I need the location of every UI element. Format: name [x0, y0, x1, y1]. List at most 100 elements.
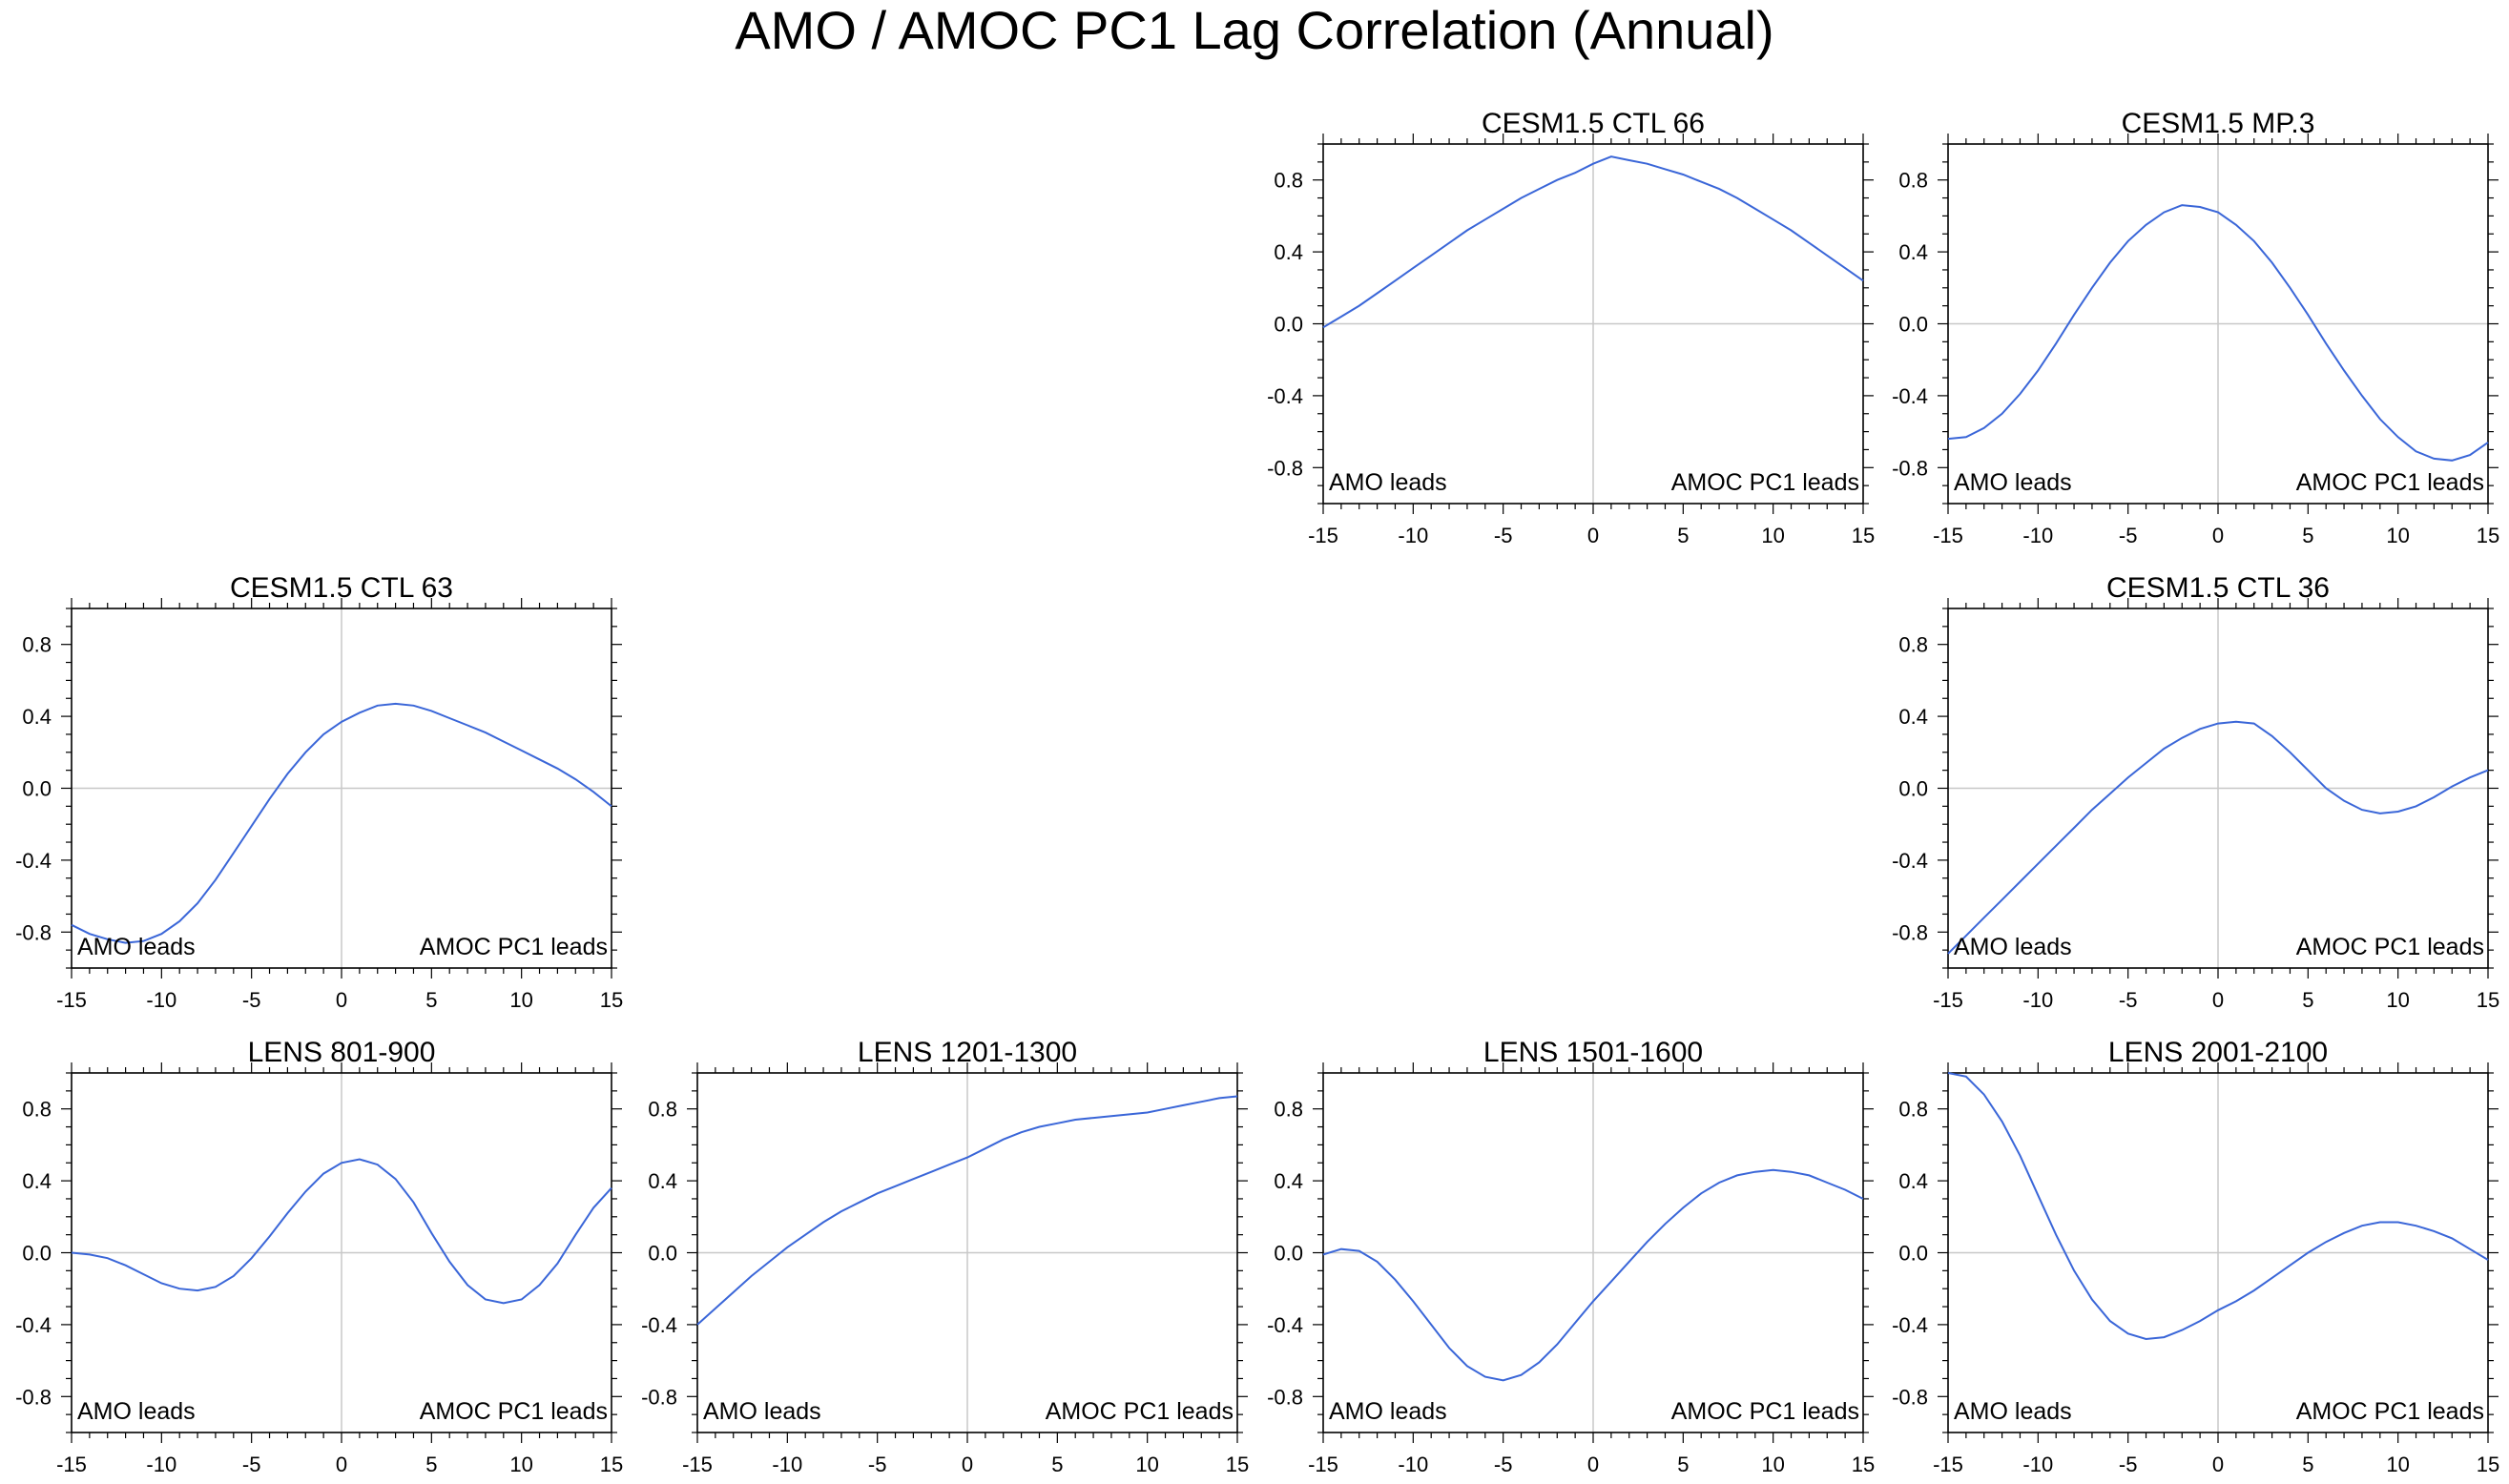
annotation-right: AMOC PC1 leads [1671, 1398, 1859, 1425]
y-tick-label: 0.8 [22, 1098, 52, 1122]
x-tick-label: -5 [2119, 988, 2138, 1012]
x-tick-label: 5 [1051, 1453, 1063, 1476]
x-tick-label: 5 [1677, 1453, 1689, 1476]
y-tick-label: 0.0 [1274, 313, 1303, 337]
x-tick-label: -10 [772, 1453, 802, 1476]
x-tick-label: 5 [425, 1453, 437, 1476]
x-tick-label: 0 [2212, 988, 2224, 1012]
y-tick-label: -0.8 [1267, 1385, 1303, 1409]
annotation-right: AMOC PC1 leads [2296, 1398, 2484, 1425]
x-tick-label: -10 [2022, 988, 2053, 1012]
y-tick-label: -0.8 [1892, 456, 1928, 480]
x-tick-label: 15 [1226, 1453, 1249, 1476]
x-tick-label: -15 [1308, 524, 1338, 547]
y-tick-label: -0.8 [1267, 456, 1303, 480]
y-tick-label: 0.0 [22, 1242, 52, 1266]
y-tick-label: 0.8 [22, 633, 52, 657]
annotation-left: AMO leads [1329, 469, 1447, 496]
x-tick-label: -15 [1933, 1453, 1963, 1476]
y-tick-label: 0.4 [648, 1169, 677, 1193]
x-tick-label: 15 [1852, 524, 1875, 547]
x-tick-label: 15 [600, 1453, 623, 1476]
y-tick-label: 0.4 [1274, 240, 1303, 264]
panel-title: LENS 801-900 [248, 1037, 436, 1068]
y-tick-label: -0.8 [1892, 1385, 1928, 1409]
panel-title: LENS 2001-2100 [2108, 1037, 2328, 1068]
series-line [71, 702, 612, 944]
y-tick-label: -0.4 [15, 1313, 52, 1337]
y-tick-label: 0.0 [1274, 1242, 1303, 1266]
x-tick-label: 5 [425, 988, 437, 1012]
chart-panel-7: -15 -10 -5 0 5 10 15 0.8 0.4 0.0 -0.4 -0.8 LENS 1501… [1267, 1037, 1875, 1476]
y-tick-label: 0.0 [1898, 1242, 1928, 1266]
annotation-left: AMO leads [1954, 1398, 2072, 1425]
y-tick-label: -0.4 [1892, 384, 1928, 408]
y-tick-label: 0.8 [1898, 169, 1928, 193]
x-tick-label: 10 [509, 988, 532, 1012]
x-tick-label: 0 [336, 1453, 347, 1476]
chart-panel-3: -15 -10 -5 0 5 10 15 0.8 0.4 0.0 -0.4 -0.8 CESM1.5 C… [15, 572, 623, 1012]
x-tick-label: -5 [1494, 524, 1513, 547]
panel-title: LENS 1501-1600 [1483, 1037, 1703, 1068]
y-tick-label: 0.4 [22, 705, 52, 729]
y-tick-label: -0.8 [15, 920, 52, 944]
series-line [1322, 1168, 1864, 1382]
x-tick-label: -10 [146, 988, 176, 1012]
y-tick-label: -0.8 [1892, 920, 1928, 944]
x-tick-label: 10 [509, 1453, 532, 1476]
x-tick-label: -10 [1398, 524, 1428, 547]
x-tick-label: -5 [242, 1453, 261, 1476]
annotation-left: AMO leads [703, 1398, 821, 1425]
panel-title: CESM1.5 CTL 66 [1482, 108, 1705, 139]
y-tick-label: 0.8 [1898, 633, 1928, 657]
x-tick-label: 10 [2386, 988, 2409, 1012]
series-line [71, 1158, 612, 1305]
x-tick-label: -15 [56, 988, 87, 1012]
x-tick-label: 10 [2386, 524, 2409, 547]
chart-panel-2: -15 -10 -5 0 5 10 15 0.8 0.4 0.0 -0.4 -0.8 CESM1.5 M… [1892, 108, 2499, 547]
x-tick-label: 5 [2302, 524, 2313, 547]
series-line [1947, 204, 2489, 462]
x-tick-label: 0 [962, 1453, 973, 1476]
x-tick-label: 5 [2302, 1453, 2313, 1476]
panel-title: CESM1.5 CTL 36 [2106, 572, 2330, 604]
y-tick-label: 0.0 [1898, 777, 1928, 801]
x-tick-label: 15 [600, 988, 623, 1012]
x-tick-label: -15 [1933, 524, 1963, 547]
annotation-right: AMOC PC1 leads [420, 934, 608, 960]
chart-panel-5: -15 -10 -5 0 5 10 15 0.8 0.4 0.0 -0.4 -0.8 LENS 801-… [15, 1037, 623, 1476]
x-tick-label: -5 [242, 988, 261, 1012]
x-tick-label: -15 [682, 1453, 713, 1476]
x-tick-label: -5 [1494, 1453, 1513, 1476]
figure-title: AMO / AMOC PC1 Lag Correlation (Annual) [735, 0, 1774, 60]
x-tick-label: -5 [2119, 524, 2138, 547]
x-tick-label: 10 [1135, 1453, 1158, 1476]
series-line [1322, 155, 1864, 329]
y-tick-label: -0.4 [1892, 1313, 1928, 1337]
series-line [1947, 1072, 2489, 1341]
series-line [696, 1095, 1238, 1326]
x-tick-label: 5 [2302, 988, 2313, 1012]
chart-panel-8: -15 -10 -5 0 5 10 15 0.8 0.4 0.0 -0.4 -0.8 LENS 2001… [1892, 1037, 2499, 1476]
x-tick-label: -10 [1398, 1453, 1428, 1476]
x-tick-label: 0 [1587, 1453, 1599, 1476]
annotation-left: AMO leads [1954, 934, 2072, 960]
x-tick-label: 5 [1677, 524, 1689, 547]
y-tick-label: -0.4 [641, 1313, 677, 1337]
y-tick-label: -0.8 [15, 1385, 52, 1409]
panel-title: LENS 1201-1300 [858, 1037, 1077, 1068]
x-tick-label: 15 [2477, 524, 2499, 547]
annotation-right: AMOC PC1 leads [1046, 1398, 1234, 1425]
y-tick-label: -0.8 [641, 1385, 677, 1409]
y-tick-label: 0.8 [648, 1098, 677, 1122]
panel-title: CESM1.5 CTL 63 [230, 572, 453, 604]
x-tick-label: 0 [1587, 524, 1599, 547]
x-tick-label: 0 [336, 988, 347, 1012]
y-tick-label: -0.4 [1267, 1313, 1303, 1337]
y-tick-label: 0.4 [1898, 705, 1928, 729]
x-tick-label: -10 [2022, 1453, 2053, 1476]
x-tick-label: 15 [2477, 988, 2499, 1012]
y-tick-label: -0.4 [15, 849, 52, 873]
y-tick-label: 0.8 [1898, 1098, 1928, 1122]
y-tick-label: -0.4 [1892, 849, 1928, 873]
